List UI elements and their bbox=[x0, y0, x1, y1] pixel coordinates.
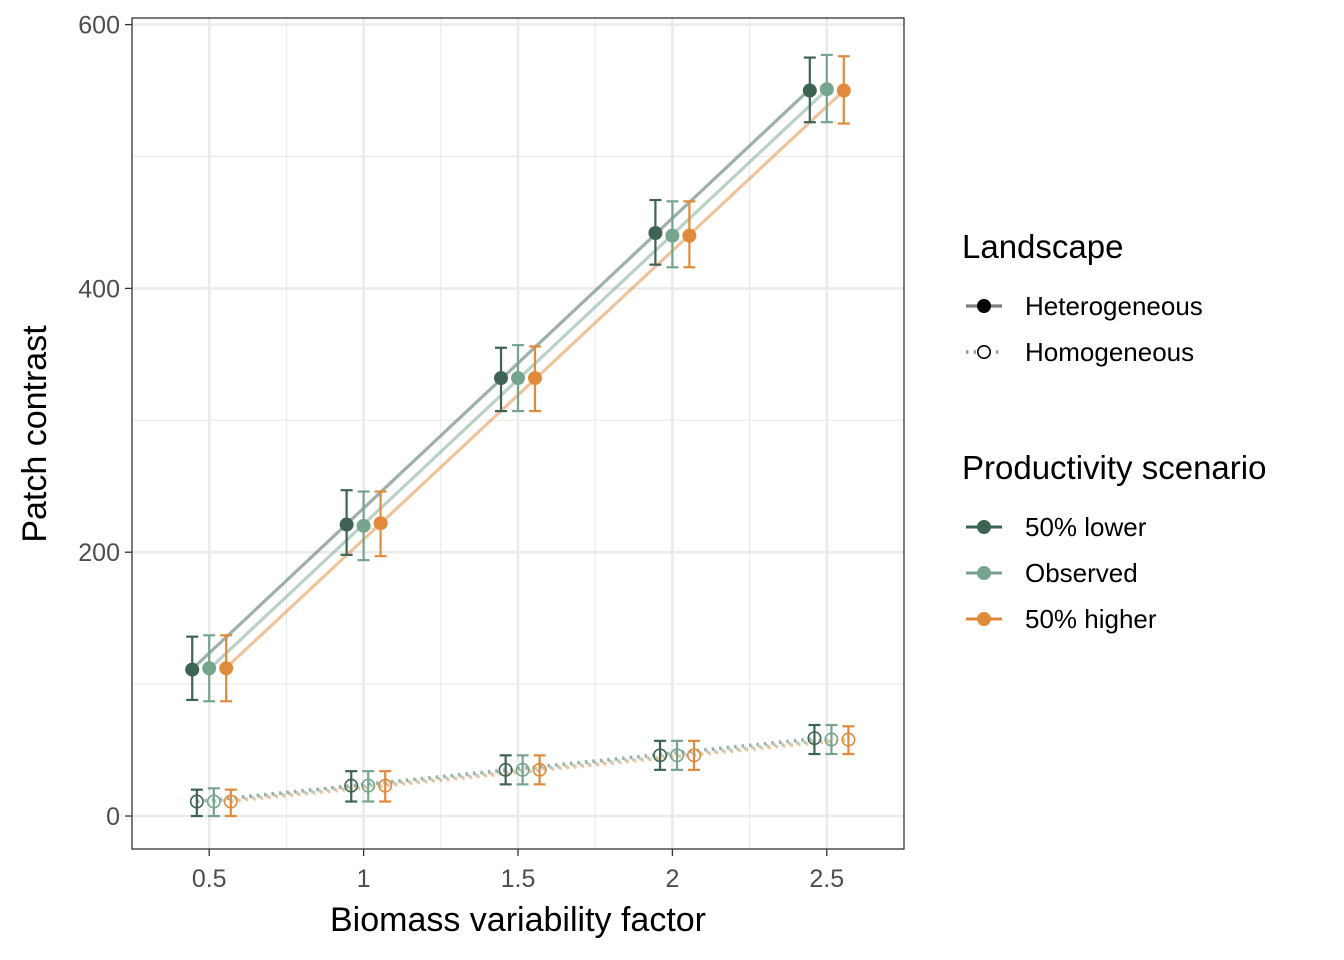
legend-key-point bbox=[977, 566, 991, 580]
data-point bbox=[356, 518, 371, 533]
data-point bbox=[511, 371, 525, 386]
legend-title-landscape: Landscape bbox=[962, 228, 1123, 265]
data-point bbox=[344, 778, 359, 793]
data-point bbox=[189, 794, 204, 809]
data-point bbox=[841, 732, 856, 747]
data-point bbox=[185, 662, 200, 677]
y-tick-label: 0 bbox=[106, 803, 120, 831]
data-points bbox=[185, 82, 856, 809]
error-bars bbox=[186, 53, 855, 818]
data-point bbox=[670, 748, 685, 763]
data-point bbox=[527, 371, 542, 386]
data-point bbox=[378, 778, 393, 793]
legend-label: 50% lower bbox=[1025, 512, 1147, 542]
legend-title-scenario: Productivity scenario bbox=[962, 449, 1266, 486]
legend: Landscape Heterogeneous Homogeneous Product… bbox=[962, 228, 1266, 634]
data-point bbox=[206, 794, 221, 809]
data-point bbox=[653, 748, 668, 763]
x-tick-label: 2.5 bbox=[809, 865, 844, 893]
y-tick-label: 400 bbox=[78, 275, 120, 303]
data-point bbox=[819, 82, 834, 97]
legend-label: Heterogeneous bbox=[1025, 291, 1203, 321]
data-point bbox=[498, 762, 513, 777]
legend-key-point bbox=[977, 612, 991, 626]
grid bbox=[132, 18, 904, 849]
data-point bbox=[836, 83, 851, 98]
legend-label: Homogeneous bbox=[1025, 337, 1194, 367]
x-tick-label: 1.5 bbox=[501, 865, 536, 893]
data-point bbox=[532, 762, 547, 777]
y-tick-label: 600 bbox=[78, 12, 120, 40]
legend-key-point bbox=[976, 344, 991, 359]
data-point bbox=[219, 661, 234, 676]
data-point bbox=[515, 762, 530, 777]
data-point bbox=[682, 228, 697, 243]
data-point bbox=[361, 778, 376, 793]
data-point bbox=[802, 83, 817, 98]
legend-label: Observed bbox=[1025, 558, 1138, 588]
data-point bbox=[687, 748, 702, 763]
x-tick-label: 1 bbox=[357, 865, 371, 893]
data-point bbox=[807, 731, 822, 746]
data-point bbox=[223, 794, 238, 809]
x-axis-label: Biomass variability factor bbox=[330, 901, 706, 939]
x-tick-label: 0.5 bbox=[192, 865, 227, 893]
y-axis-label: Patch contrast bbox=[16, 325, 54, 543]
legend-key-point bbox=[977, 520, 991, 534]
data-point bbox=[373, 516, 388, 531]
data-point bbox=[665, 228, 680, 243]
data-point bbox=[494, 371, 509, 386]
data-point bbox=[648, 226, 663, 241]
legend-label: 50% higher bbox=[1025, 604, 1157, 634]
axes: 0 200 400 600 0.5 1 1.5 2 2.5 bbox=[78, 12, 844, 893]
y-tick-label: 200 bbox=[78, 539, 120, 567]
data-point bbox=[339, 517, 354, 532]
data-point bbox=[202, 661, 217, 676]
legend-key-point bbox=[977, 299, 991, 313]
x-tick-label: 2 bbox=[665, 865, 679, 893]
data-point bbox=[824, 732, 839, 747]
